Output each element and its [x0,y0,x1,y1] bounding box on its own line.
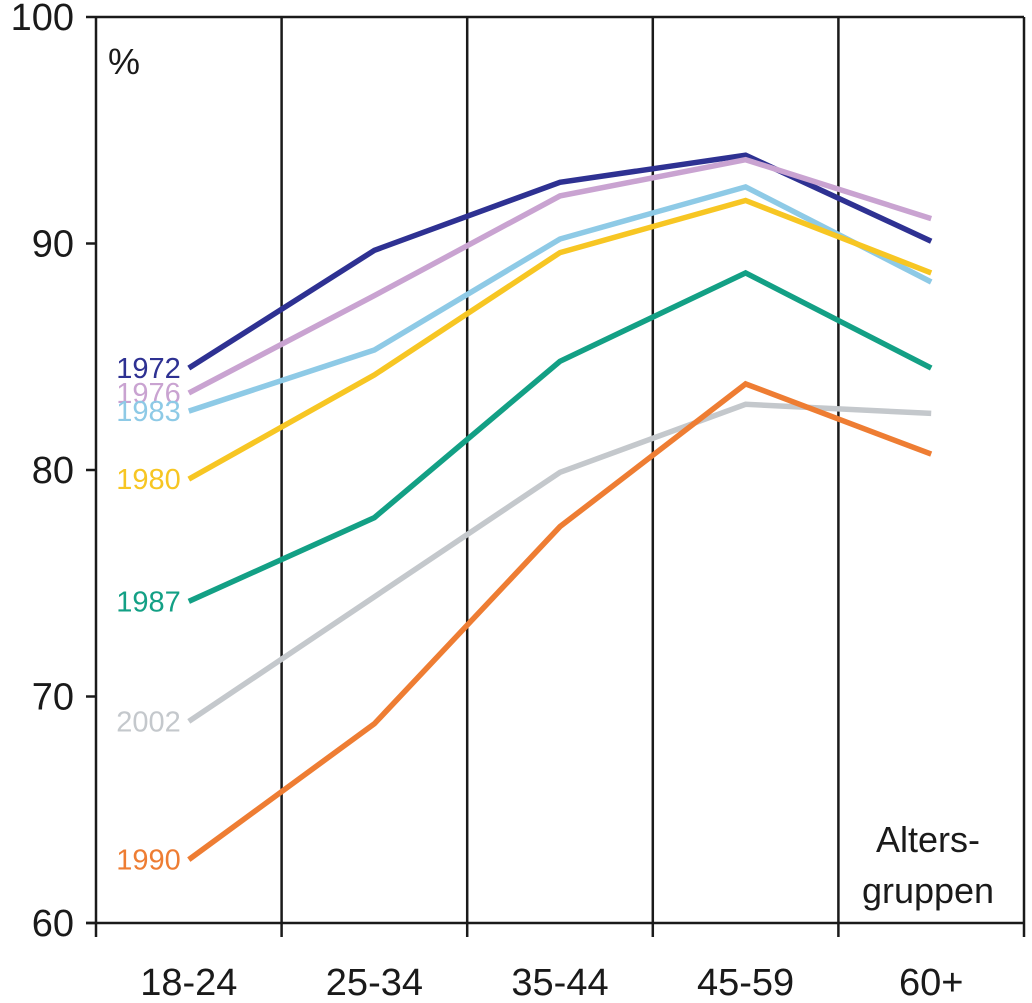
series-lines [187,152,933,862]
x-tick-label: 18-24 [140,962,237,1003]
x-axis-title-line-1: Alters- [876,819,980,860]
y-tick-label: 60 [32,903,74,945]
series-label-1987: 1987 [116,586,181,618]
series-line-1987 [187,269,933,604]
y-unit-label: % [108,41,140,82]
y-tick-label: 70 [32,677,74,719]
series-line-2002 [187,401,932,724]
series-line-1976 [187,156,933,396]
x-tick-label: 45-59 [697,962,794,1003]
series-label-1990: 1990 [116,845,181,877]
x-axis-ticks: 18-24 25-34 35-44 45-59 60+ [94,923,1026,1003]
y-axis-ticks: 60 70 80 90 100 [11,0,96,945]
axes [86,15,1026,925]
x-tick-label: 35-44 [511,962,608,1003]
y-tick-label: 80 [32,450,74,492]
series-label-1976: 1976 [116,378,181,410]
x-axis-title-line-2: gruppen [862,870,994,911]
series-label-1972: 1972 [116,353,181,385]
x-tick-label: 60+ [899,962,963,1003]
series-line-1972 [187,152,933,371]
x-tick-label: 25-34 [326,962,423,1003]
series-line-1980 [187,197,933,482]
y-tick-label: 100 [11,0,74,39]
series-line-1990 [187,380,933,862]
y-tick-label: 90 [32,224,74,266]
series-label-1983: 1983 [116,396,181,428]
series-label-2002: 2002 [116,706,181,738]
series-line-1983 [187,183,933,414]
series-label-1980: 1980 [116,464,181,496]
